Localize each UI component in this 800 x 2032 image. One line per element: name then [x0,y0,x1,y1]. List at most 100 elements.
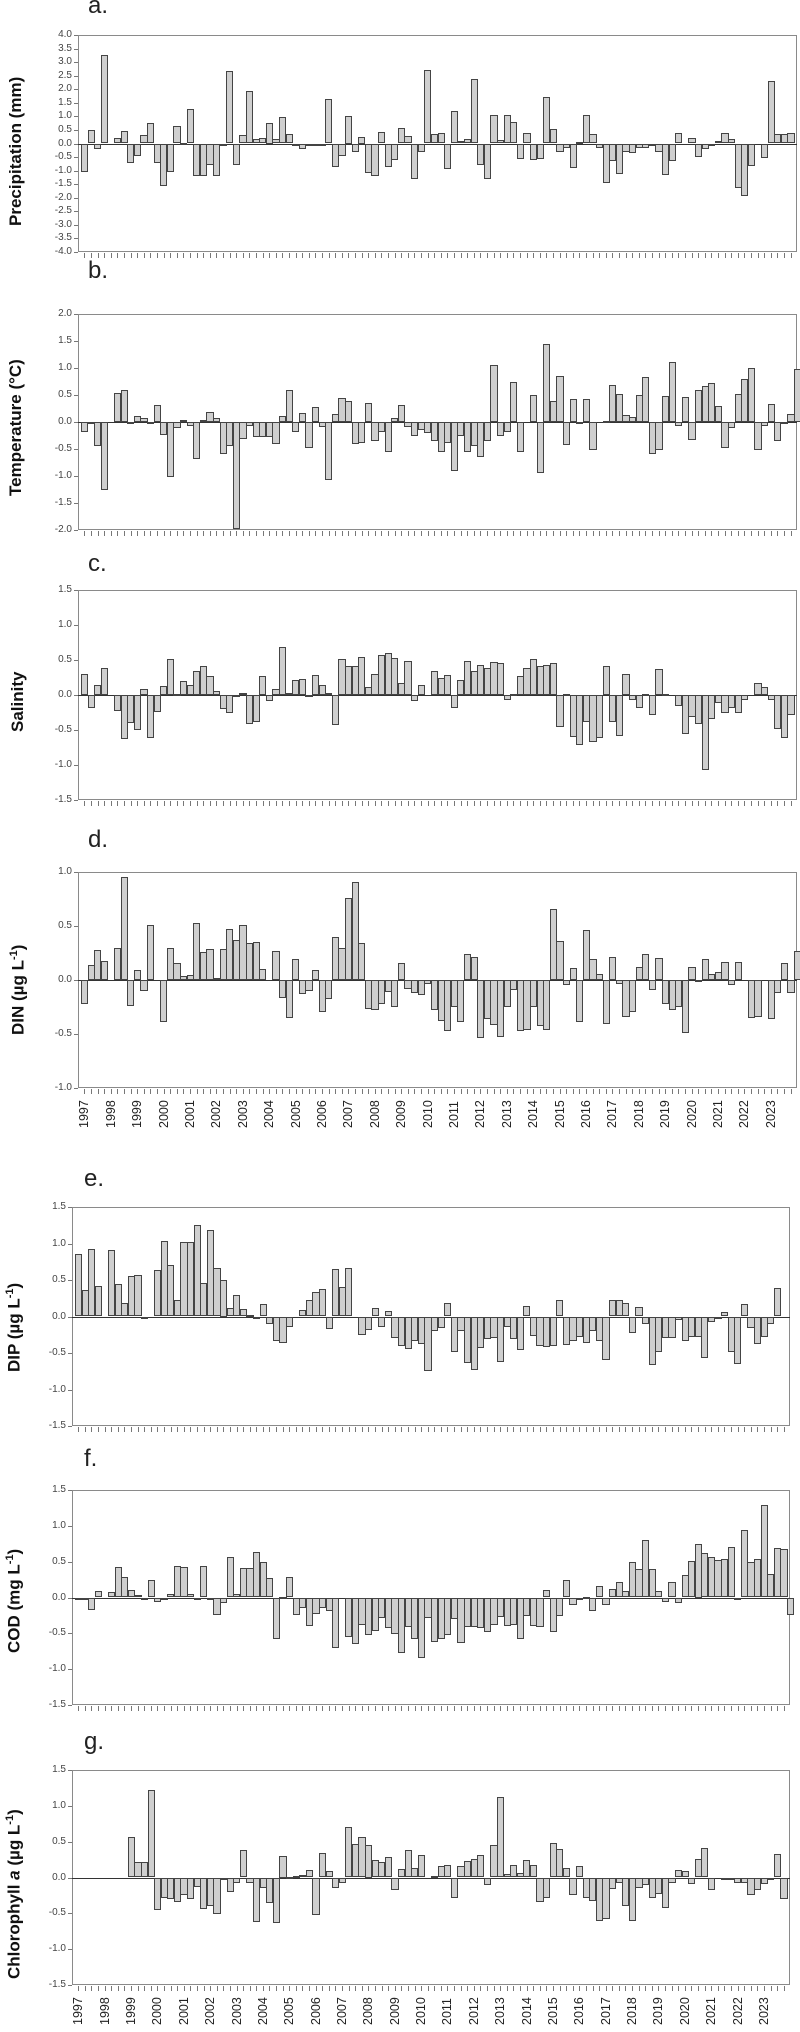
panel-label: g. [84,1728,105,1755]
x-tick-mark [572,1986,574,1991]
y-tick-label: -4.0 [54,246,72,257]
x-tick-mark [163,801,165,806]
y-tick-label: -0.5 [54,443,72,454]
x-tick-mark [164,1706,165,1711]
x-tick-mark [546,1986,548,1991]
y-tick-mark [74,170,78,172]
x-tick-mark [236,801,238,806]
y-tick-mark [74,660,78,661]
x-tick-mark [90,253,92,258]
x-tick-mark [678,1427,680,1432]
x-tick-mark [295,1089,297,1094]
bar [510,121,518,144]
x-tick-mark [731,801,733,806]
y-tick-label: 1.5 [52,1201,66,1212]
y-tick-label: 0.5 [58,654,72,665]
x-tick-mark [104,1706,106,1711]
x-tick-mark [130,531,132,536]
x-tick-mark [196,1706,198,1711]
x-tick-mark [784,531,786,536]
x-tick-mark [302,801,304,806]
y-tick-label: 1.0 [58,866,72,877]
x-tick-mark [467,801,469,806]
x-tick-mark [651,1986,653,1991]
x-tick-mark [374,531,376,536]
bar [734,1597,742,1600]
x-tick-label: 2013 [493,1997,508,2025]
x-tick-mark [539,1089,541,1094]
x-tick-mark [295,1986,297,1991]
x-tick-mark [91,1706,93,1711]
y-tick-mark [68,1316,72,1318]
x-tick-mark [467,253,469,258]
bar [365,1316,373,1330]
x-tick-mark [784,253,786,258]
x-tick-mark [500,1986,502,1991]
bar [589,422,597,451]
y-tick-label: -0.5 [48,1627,66,1639]
x-tick-mark [420,531,422,536]
y-tick-label: 0.0 [58,416,72,427]
y-tick-mark [74,926,78,927]
y-axis-label: Temperature (°C) [6,358,25,496]
x-tick-mark [691,1706,693,1711]
bar [569,968,577,980]
y-tick-label: -1.5 [48,1979,66,1990]
x-tick-mark [790,801,792,806]
x-tick-mark [539,801,541,806]
x-tick-mark [586,253,588,258]
x-tick-mark [117,1706,119,1711]
x-tick-mark [387,531,389,536]
bar [661,694,670,697]
zero-line [78,143,797,145]
x-tick-mark [671,1089,673,1094]
x-tick-mark [652,253,654,258]
x-tick-mark [770,801,772,806]
bar [457,980,465,1023]
x-tick-mark [632,1706,634,1711]
x-tick-mark [638,1427,640,1432]
bar [681,397,689,422]
x-tick-mark [289,1427,291,1432]
x-tick-mark [506,531,508,536]
x-tick-mark [137,1427,139,1432]
bar [100,960,108,980]
x-tick-label: 2023 [756,1997,771,2025]
bar [338,143,346,156]
x-tick-mark [711,1427,713,1432]
x-tick-mark [784,801,786,806]
bar [252,942,260,980]
x-tick-mark [698,253,700,258]
bar [332,1597,340,1648]
x-tick-mark [440,1986,442,1991]
bar [206,411,214,422]
bar [285,134,293,144]
x-tick-mark [421,1706,423,1711]
x-tick-mark [763,1427,765,1432]
x-tick-mark [110,531,112,536]
x-tick-label: 2018 [631,1100,646,1128]
x-tick-mark [737,531,739,536]
bar [265,123,274,144]
bar [127,980,135,1006]
bar [628,980,637,1013]
x-tick-mark [592,253,594,258]
bar [259,676,267,695]
x-tick-mark [440,1706,442,1711]
bar [556,1300,564,1317]
x-tick-mark [255,801,257,806]
x-tick-mark [645,1089,647,1094]
x-tick-mark [671,1427,673,1432]
x-tick-mark [401,1706,403,1711]
bar [424,1316,432,1372]
x-tick-mark [288,801,290,806]
x-tick-mark [164,1427,165,1432]
x-tick-mark [526,531,528,536]
bar [780,1877,788,1899]
bar [536,422,544,474]
bar [708,695,716,719]
bar [246,1315,254,1318]
bar [450,110,458,144]
x-tick-mark [572,1706,574,1711]
y-tick-label: 0.0 [52,1310,66,1322]
